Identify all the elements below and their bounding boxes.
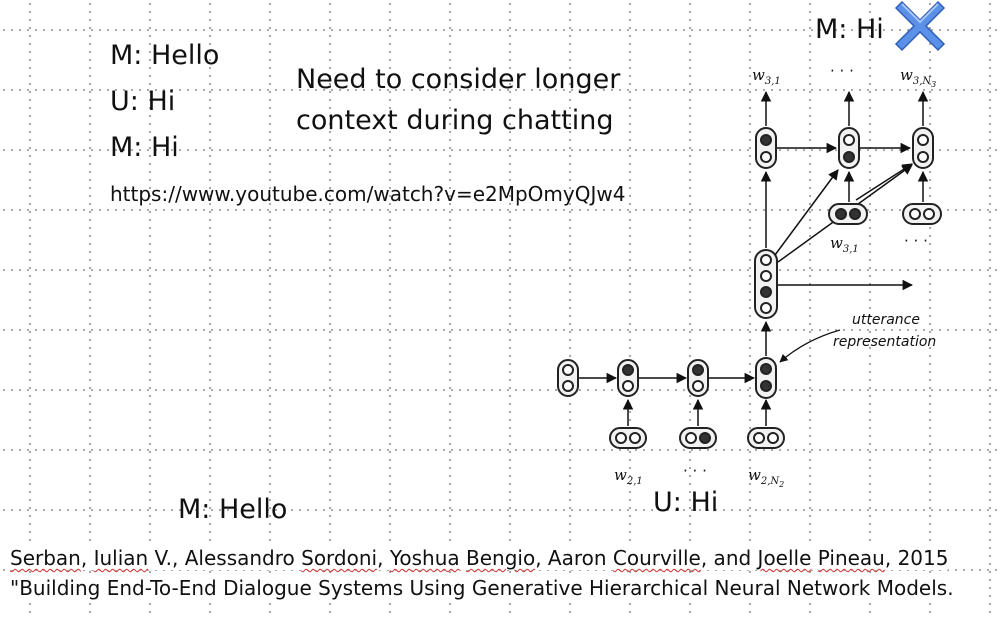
citation-title: "Building End-To-End Dialogue Systems Us… [10,576,954,600]
decoder-cell-1 [755,127,777,169]
cross-icon [894,0,946,52]
context-cell [754,249,778,319]
bottom-machine-label: M: Hello [178,494,288,525]
input-word-2-n: w2,N2 [748,466,785,489]
dialogue-line-machine-hello: M: Hello [110,40,220,71]
encoder-cell-2 [687,359,709,397]
output-word-3-n: w3,N3 [900,66,937,89]
word-input-2-1 [609,427,647,449]
input-dots: · · · [904,232,928,250]
encoder-cell-1 [617,359,639,397]
output-word-3-1: w3,1 [752,66,781,87]
decoder-output-label: M: Hi [815,14,884,45]
word-input-3-1 [828,203,868,225]
dialogue-line-user-hi: U: Hi [110,86,176,117]
input-word-2-1: w2,1 [614,466,643,487]
decoder-cell-3 [912,127,934,169]
video-url-link[interactable]: https://www.youtube.com/watch?v=e2MpOmyQ… [110,182,626,206]
word-input-2-2 [679,427,717,449]
bottom-user-label: U: Hi [653,487,719,518]
utterance-label-line2: representation [833,334,937,350]
note-line-1: Need to consider longer [296,64,621,95]
word-input-3-2 [902,203,942,225]
encoder-cell-3 [755,357,777,399]
bottom-dots: · · · [683,462,707,480]
encoder-cell-0 [557,359,579,397]
note-line-2: context during chatting [296,105,614,136]
citation-authors: Serban, Iulian V., Alessandro Sordoni, Y… [10,546,949,570]
output-dots: · · · [830,62,854,80]
input-word-3-1: w3,1 [830,234,859,255]
decoder-cell-2 [838,127,860,169]
word-input-2-n [747,427,785,449]
dialogue-line-machine-hi: M: Hi [110,132,179,163]
utterance-label-line1: utterance [852,312,920,328]
